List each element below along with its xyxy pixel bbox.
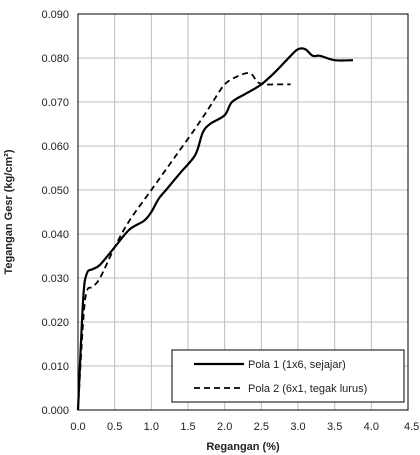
x-tick-label: 4.0	[364, 421, 379, 433]
y-tick-label: 0.040	[41, 229, 69, 241]
y-tick-label: 0.000	[41, 405, 69, 417]
legend: Pola 1 (1x6, sejajar) Pola 2 (6x1, tegak…	[171, 349, 405, 403]
x-tick-label: 2.5	[254, 421, 269, 433]
plot-frame	[77, 13, 409, 411]
legend-label-pola-2: Pola 2 (6x1, tegak lurus)	[248, 383, 367, 395]
x-tick-label: 0.0	[70, 421, 85, 433]
series-line-2	[77, 72, 291, 411]
x-tick-label: 3.0	[290, 421, 305, 433]
y-tick-label: 0.020	[41, 317, 69, 329]
x-tick-labels: 0.0 0.5 1.0 1.5 2.0 2.5 3.0 3.5 4.0 4.5	[70, 421, 419, 433]
grid	[78, 14, 408, 410]
y-axis-title: Tegangan Gesr (kg/cm²)	[3, 149, 15, 274]
y-tick-labels: 0.000 0.010 0.020 0.030 0.040 0.050 0.060 0.070…	[41, 9, 69, 417]
x-tick-label: 3.5	[327, 421, 342, 433]
x-tick-label: 1.5	[180, 421, 195, 433]
y-tick-label: 0.060	[41, 141, 69, 153]
legend-box	[171, 349, 405, 403]
y-tick-label: 0.080	[41, 53, 69, 65]
x-tick-label: 4.5	[404, 421, 419, 433]
y-tick-label: 0.010	[41, 361, 69, 373]
x-axis-title: Regangan (%)	[206, 441, 280, 453]
y-tick-label: 0.070	[41, 97, 69, 109]
y-tick-label: 0.090	[41, 9, 69, 21]
series-layer	[76, 47, 354, 411]
series-line-1	[76, 47, 354, 411]
legend-label-pola-1: Pola 1 (1x6, sejajar)	[248, 359, 346, 371]
x-tick-label: 0.5	[107, 421, 122, 433]
y-tick-label: 0.050	[41, 185, 69, 197]
x-tick-label: 1.0	[144, 421, 159, 433]
y-tick-label: 0.030	[41, 273, 69, 285]
x-tick-label: 2.0	[217, 421, 232, 433]
